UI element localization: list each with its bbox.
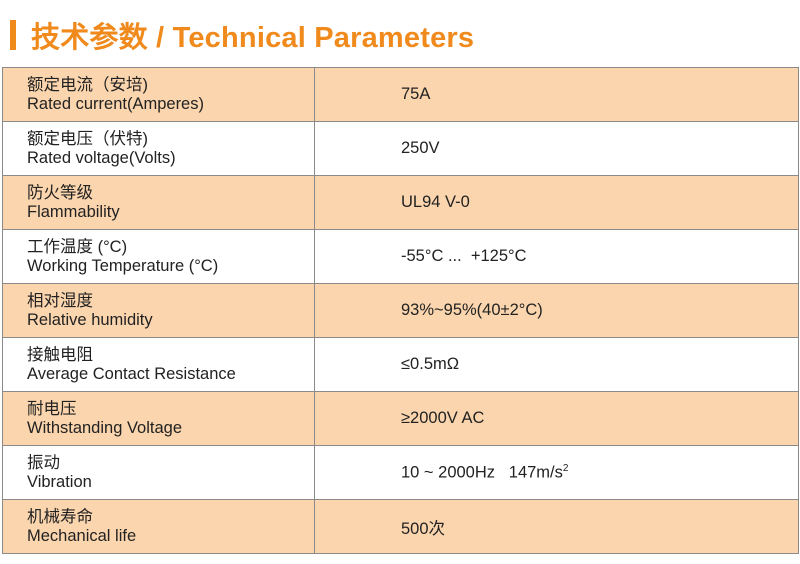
table-row: 机械寿命 Mechanical life 500次 xyxy=(2,499,799,554)
table-row: 接触电阻 Average Contact Resistance ≤0.5mΩ xyxy=(2,337,799,392)
section-header: 技术参数 / Technical Parameters xyxy=(0,0,800,66)
parameter-name-cell: 振动 Vibration xyxy=(2,445,315,500)
parameter-name-cell: 相对湿度 Relative humidity xyxy=(2,283,315,338)
unit-exponent: 2 xyxy=(562,462,569,474)
parameter-name-en: Rated voltage(Volts) xyxy=(27,148,176,167)
page-title: 技术参数 / Technical Parameters xyxy=(31,22,475,54)
parameter-value: -55°C ... +125°C xyxy=(314,229,799,284)
parameter-name-zh: 相对湿度 xyxy=(27,291,93,310)
parameter-value-cell: 10 ~ 2000Hz 147m/s2 xyxy=(314,445,799,500)
parameter-name-zh: 额定电压（伏特) xyxy=(27,129,148,148)
parameter-name-zh: 振动 xyxy=(27,453,60,472)
technical-parameters-table: 额定电流（安培) Rated current(Amperes) 75A 额定电压… xyxy=(2,67,799,554)
parameter-name-en: Flammability xyxy=(27,202,120,221)
parameter-name-en: Withstanding Voltage xyxy=(27,418,183,437)
parameter-value: UL94 V-0 xyxy=(314,175,799,230)
table-row: 额定电流（安培) Rated current(Amperes) 75A xyxy=(2,67,799,122)
parameter-value: ≤0.5mΩ xyxy=(314,337,799,392)
parameter-name-en: Mechanical life xyxy=(27,526,137,545)
parameter-name-zh: 耐电压 xyxy=(27,399,77,418)
table-row: 额定电压（伏特) Rated voltage(Volts) 250V xyxy=(2,121,799,176)
parameter-value: ≥2000V AC xyxy=(314,391,799,446)
parameter-name-cell: 接触电阻 Average Contact Resistance xyxy=(2,337,315,392)
parameter-name-cell: 工作温度 (°C) Working Temperature (°C) xyxy=(2,229,315,284)
parameter-name-en: Average Contact Resistance xyxy=(27,364,236,383)
parameter-value: 500次 xyxy=(314,499,799,554)
parameter-name-zh: 工作温度 (°C) xyxy=(27,237,128,256)
parameter-name-cell: 额定电流（安培) Rated current(Amperes) xyxy=(2,67,315,122)
parameter-name-en: Working Temperature (°C) xyxy=(27,256,219,275)
parameter-value: 10 ~ 2000Hz 147m/s xyxy=(401,463,563,482)
table-row: 振动 Vibration 10 ~ 2000Hz 147m/s2 xyxy=(2,445,799,500)
table-row: 相对湿度 Relative humidity 93%~95%(40±2°C) xyxy=(2,283,799,338)
table-row: 防火等级 Flammability UL94 V-0 xyxy=(2,175,799,230)
parameter-name-zh: 接触电阻 xyxy=(27,345,93,364)
table-row: 耐电压 Withstanding Voltage ≥2000V AC xyxy=(2,391,799,446)
parameter-name-cell: 耐电压 Withstanding Voltage xyxy=(2,391,315,446)
parameter-name-cell: 额定电压（伏特) Rated voltage(Volts) xyxy=(2,121,315,176)
parameter-value: 75A xyxy=(314,67,799,122)
parameter-name-en: Vibration xyxy=(27,472,92,491)
parameter-name-en: Relative humidity xyxy=(27,310,153,329)
parameter-name-zh: 机械寿命 xyxy=(27,507,93,526)
parameter-name-en: Rated current(Amperes) xyxy=(27,94,204,113)
header-accent-bar xyxy=(10,20,16,50)
parameter-name-cell: 机械寿命 Mechanical life xyxy=(2,499,315,554)
parameter-value: 93%~95%(40±2°C) xyxy=(314,283,799,338)
table-row: 工作温度 (°C) Working Temperature (°C) -55°C… xyxy=(2,229,799,284)
parameter-name-zh: 防火等级 xyxy=(27,183,93,202)
parameter-name-zh: 额定电流（安培) xyxy=(27,75,148,94)
parameter-value: 250V xyxy=(314,121,799,176)
parameter-name-cell: 防火等级 Flammability xyxy=(2,175,315,230)
